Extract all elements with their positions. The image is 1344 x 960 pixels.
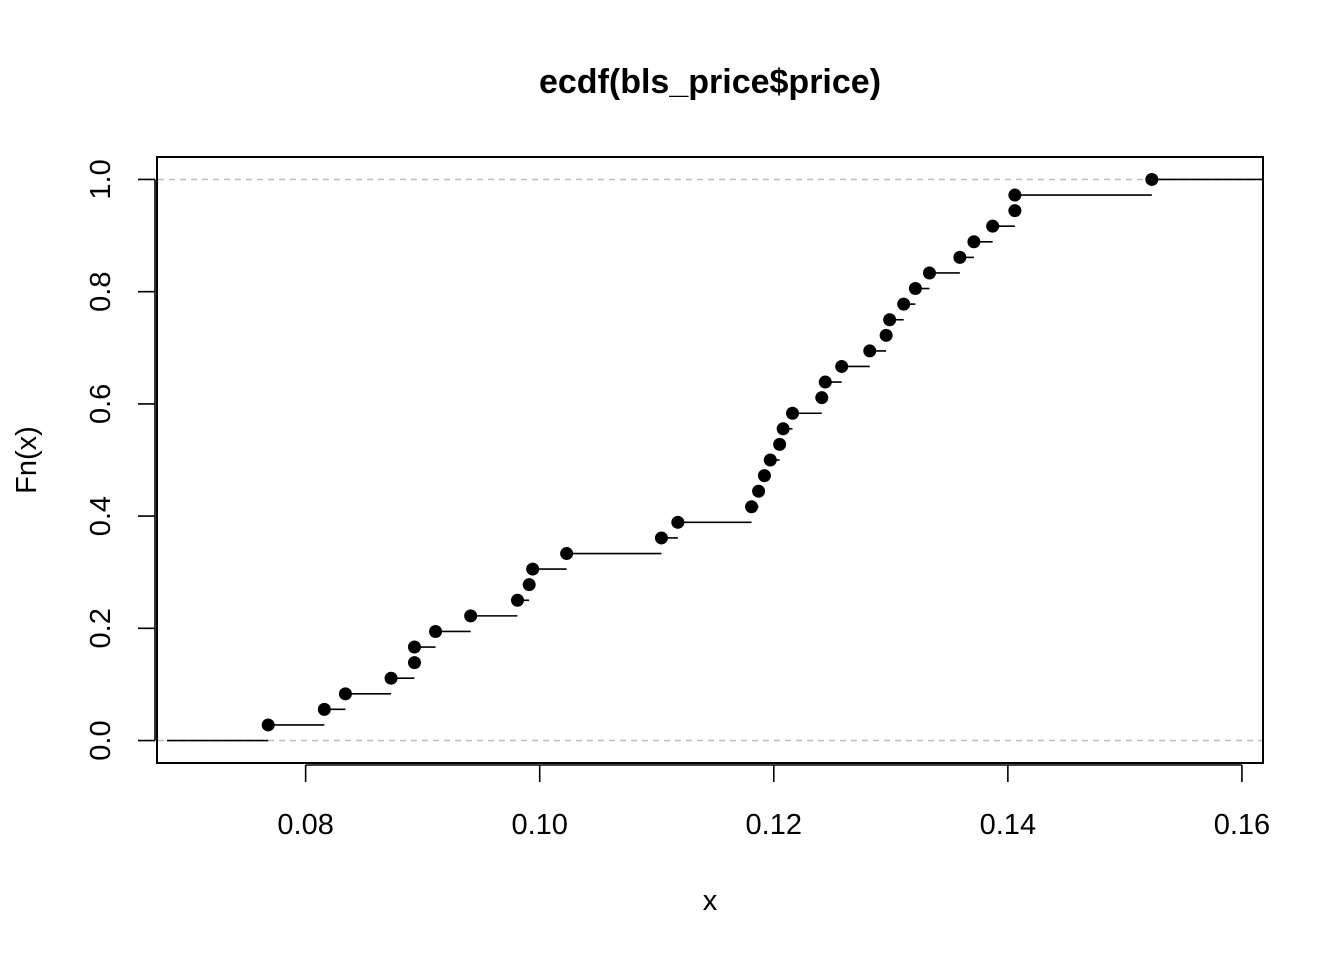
data-point [384, 671, 398, 685]
data-point [967, 235, 981, 249]
data-point [776, 422, 790, 436]
data-point [953, 250, 967, 264]
data-point [407, 656, 421, 670]
x-tick-label: 0.10 [511, 809, 567, 841]
y-tick-label: 0.2 [85, 608, 117, 648]
y-tick-label: 1.0 [85, 159, 117, 199]
y-tick-label: 0.6 [85, 384, 117, 424]
data-point [835, 359, 849, 373]
data-point [407, 640, 421, 654]
y-tick-label: 0.8 [85, 272, 117, 312]
data-point [526, 562, 540, 576]
data-point [818, 375, 832, 389]
ecdf-step-segments [167, 178, 1262, 742]
data-point [773, 437, 787, 451]
x-axis: 0.08 0.10 0.12 0.14 0.16 [277, 764, 1270, 841]
y-axis-label: Fn(x) [11, 426, 43, 494]
data-point [338, 687, 352, 701]
plot-frame [156, 156, 1264, 764]
data-point [560, 547, 574, 561]
data-point [464, 609, 478, 623]
data-point [429, 624, 443, 638]
data-point [752, 484, 766, 498]
y-tick-label: 0.0 [85, 720, 117, 760]
data-point [883, 313, 897, 327]
data-point [863, 344, 877, 358]
x-axis-label: x [703, 885, 718, 917]
x-tick-label: 0.14 [980, 809, 1036, 841]
y-tick-label: 0.4 [85, 496, 117, 536]
data-point [1008, 188, 1022, 202]
x-tick-label: 0.16 [1214, 809, 1270, 841]
data-point [1145, 172, 1159, 186]
data-point [908, 282, 922, 296]
data-point [317, 702, 331, 716]
data-point [986, 219, 1000, 233]
data-point [815, 391, 829, 405]
data-point [786, 406, 800, 420]
data-point [879, 328, 893, 342]
data-point [261, 718, 275, 732]
reference-lines [158, 178, 1262, 742]
data-point [1008, 204, 1022, 218]
data-point [522, 578, 536, 592]
data-point [922, 266, 936, 280]
data-point [654, 531, 668, 545]
x-tick-label: 0.08 [277, 809, 333, 841]
data-point [897, 297, 911, 311]
data-point [763, 453, 777, 467]
data-point [757, 469, 771, 483]
y-axis: 0.0 0.2 0.4 0.6 0.8 1.0 [85, 159, 156, 761]
data-point [745, 500, 759, 514]
x-tick-label: 0.12 [746, 809, 802, 841]
ecdf-points [261, 172, 1159, 732]
data-point [671, 515, 685, 529]
data-point [510, 593, 524, 607]
chart-title: ecdf(bls_price$price) [539, 63, 881, 101]
